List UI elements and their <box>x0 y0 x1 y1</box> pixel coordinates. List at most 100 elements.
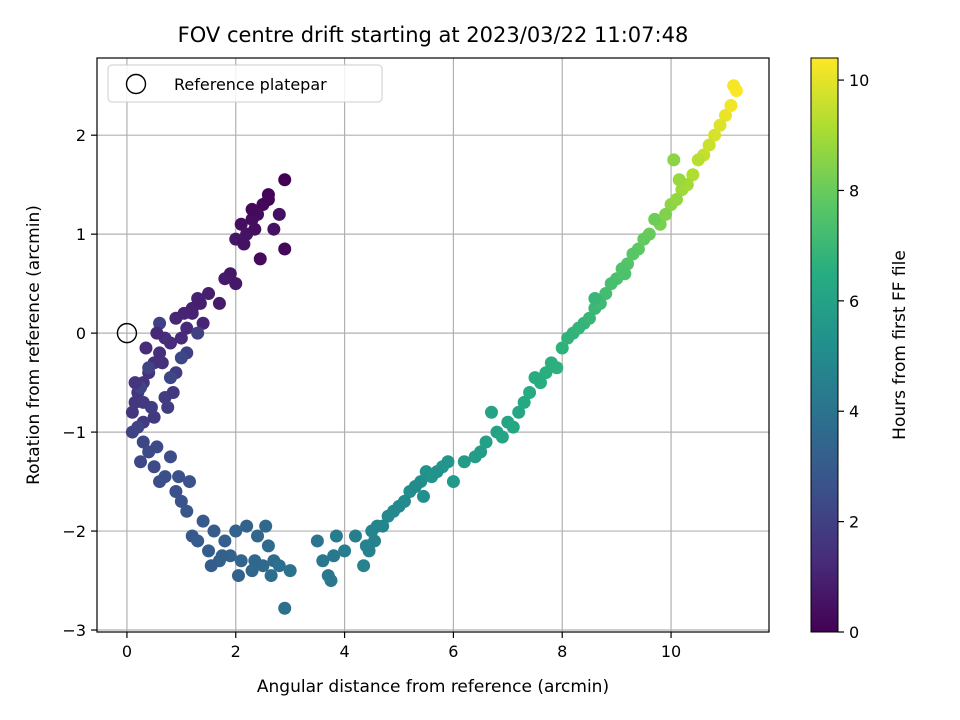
y-axis-ticks: −3 −2 −1 0 1 2 <box>62 126 97 640</box>
colorbar-tick-label: 8 <box>849 181 859 200</box>
scatter-point <box>416 489 430 503</box>
x-tick-label: 4 <box>339 642 349 661</box>
scatter-point <box>561 331 575 345</box>
scatter-point <box>588 291 602 305</box>
y-tick-label: −2 <box>62 522 86 541</box>
scatter-point <box>495 430 509 444</box>
scatter-point <box>155 356 169 370</box>
scatter-point <box>150 440 164 454</box>
scatter-point <box>153 316 167 330</box>
scatter-point <box>278 601 292 615</box>
scatter-point <box>523 386 537 400</box>
scatter-point <box>672 173 686 187</box>
scatter-point <box>163 450 177 464</box>
scatter-point <box>180 504 194 518</box>
y-tick-label: 0 <box>76 324 86 343</box>
x-tick-label: 8 <box>557 642 567 661</box>
colorbar-tick-label: 10 <box>849 71 869 90</box>
scatter-point <box>125 405 139 419</box>
scatter-point <box>708 128 722 142</box>
y-tick-label: −1 <box>62 423 86 442</box>
scatter-point <box>457 455 471 469</box>
scatter-point <box>430 465 444 479</box>
scatter-point <box>174 331 188 345</box>
scatter-point <box>512 405 526 419</box>
scatter-point <box>234 217 248 231</box>
scatter-point <box>550 361 564 375</box>
scatter-point <box>153 346 167 360</box>
x-tick-label: 0 <box>122 642 132 661</box>
chart-title: FOV centre drift starting at 2023/03/22 … <box>178 23 689 47</box>
scatter-point <box>310 534 324 548</box>
scatter-point <box>147 410 161 424</box>
y-tick-label: 2 <box>76 126 86 145</box>
scatter-point <box>161 400 175 414</box>
scatter-point <box>582 311 596 325</box>
legend-box <box>107 64 383 103</box>
scatter-points <box>116 79 743 615</box>
scatter-point <box>329 529 343 543</box>
scatter-point <box>237 237 251 251</box>
scatter-point <box>539 366 553 380</box>
scatter-point <box>180 321 194 335</box>
scatter-point <box>150 326 164 340</box>
scatter-point <box>158 470 172 484</box>
scatter-point <box>397 494 411 508</box>
scatter-point <box>387 504 401 518</box>
scatter-point <box>441 455 455 469</box>
scatter-point <box>231 569 245 583</box>
scatter-point <box>267 222 281 236</box>
scatter-point <box>316 554 330 568</box>
scatter-point <box>202 544 216 558</box>
scatter-point <box>174 351 188 365</box>
scatter-point <box>218 534 232 548</box>
scatter-point <box>468 450 482 464</box>
colorbar <box>810 57 839 633</box>
scatter-point <box>174 494 188 508</box>
scatter-point <box>193 296 207 310</box>
scatter-point <box>278 173 292 187</box>
x-axis-ticks: 0 2 4 6 8 10 <box>122 632 681 661</box>
scatter-point <box>128 376 142 390</box>
scatter-point <box>204 559 218 573</box>
scatter-point <box>599 287 613 301</box>
y-axis-label: Rotation from reference (arcmin) <box>24 205 44 485</box>
colorbar-tick-label: 4 <box>849 402 859 421</box>
scatter-point <box>261 539 275 553</box>
scatter-point <box>368 534 382 548</box>
scatter-point <box>724 99 738 113</box>
scatter-point <box>245 212 259 226</box>
scatter-point <box>327 549 341 563</box>
scatter-point <box>667 153 681 167</box>
reference-platepar-marker <box>116 322 138 344</box>
scatter-point <box>196 514 210 528</box>
scatter-point <box>253 252 267 266</box>
scatter-point <box>362 544 376 558</box>
scatter-point <box>727 79 741 93</box>
scatter-point <box>191 326 205 340</box>
scatter-point <box>272 207 286 221</box>
scatter-point <box>163 371 177 385</box>
scatter-point <box>283 564 297 578</box>
scatter-point <box>618 267 632 281</box>
scatter-point <box>248 554 262 568</box>
scatter-point <box>572 321 586 335</box>
scatter-point <box>408 480 422 494</box>
scatter-point <box>139 341 153 355</box>
scatter-point <box>259 519 273 533</box>
scatter-point <box>264 569 278 583</box>
scatter-point <box>234 554 248 568</box>
scatter-point <box>240 519 254 533</box>
scatter-point <box>555 341 569 355</box>
scatter-point <box>172 470 186 484</box>
scatter-point <box>177 306 191 320</box>
scatter-point <box>278 242 292 256</box>
scatter-point <box>659 207 673 221</box>
scatter-point <box>324 574 338 588</box>
x-tick-label: 10 <box>661 642 681 661</box>
scatter-point <box>479 435 493 449</box>
scatter-point <box>528 371 542 385</box>
scatter-point <box>169 484 183 498</box>
scatter-point <box>376 519 390 533</box>
